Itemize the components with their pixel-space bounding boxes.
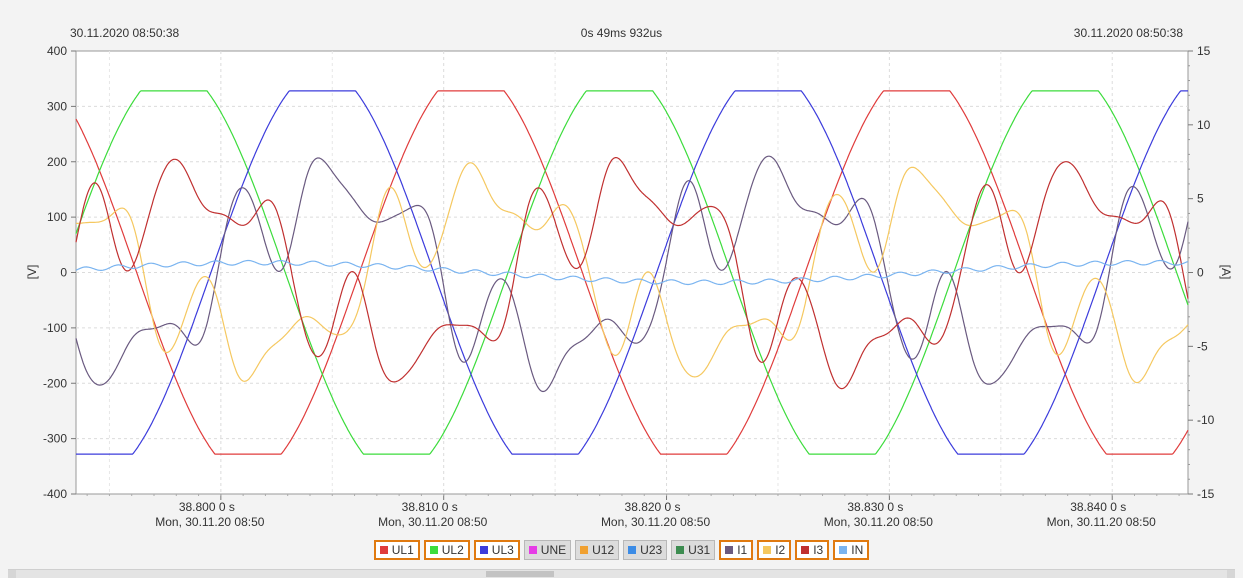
left-axis-label: [V]: [25, 265, 39, 280]
x-tick-date: Mon, 30.11.20 08:50: [824, 515, 934, 529]
left-tick-label: -300: [43, 432, 67, 446]
legend-swatch: [479, 546, 488, 554]
legend-item-u31[interactable]: U31: [671, 540, 716, 560]
legend-swatch: [763, 546, 772, 554]
legend-label: U31: [688, 543, 711, 557]
legend-label: UL3: [491, 543, 514, 557]
series-in-line: [75, 259, 1189, 286]
legend-swatch: [839, 546, 848, 554]
right-y-axis: 15 10 5 0 -5 -10 -15: [1188, 44, 1215, 501]
x-tick-date: Mon, 30.11.20 08:50: [378, 515, 488, 529]
x-tick-label: 38.800 0 s: [179, 500, 235, 514]
left-tick-label: -100: [43, 321, 67, 335]
left-tick-label: 400: [47, 44, 67, 58]
scroll-right-button[interactable]: [1227, 570, 1235, 578]
left-y-axis: 400 300 200 100 0 -100 -200 -300 -400: [43, 44, 76, 501]
legend-label: U23: [640, 543, 663, 557]
right-axis-label: [A]: [1219, 265, 1233, 280]
legend-item-une[interactable]: UNE: [523, 540, 572, 560]
x-tick-date: Mon, 30.11.20 08:50: [1047, 515, 1157, 529]
left-tick-label: -200: [43, 376, 67, 390]
scroll-thumb[interactable]: [486, 571, 554, 577]
legend: UL1 UL2 UL3 UNE U12 U23 U31 I1 I2 I3 IN: [0, 540, 1243, 560]
x-tick-label: 38.810 0 s: [402, 500, 458, 514]
legend-swatch: [676, 546, 685, 554]
legend-label: IN: [851, 543, 864, 557]
right-tick-label: 15: [1197, 44, 1211, 58]
legend-swatch: [528, 546, 537, 554]
legend-item-i3[interactable]: I3: [795, 540, 830, 560]
right-tick-label: 0: [1197, 266, 1204, 280]
series-i2-line: [75, 162, 1189, 384]
left-tick-label: 0: [60, 266, 67, 280]
legend-swatch: [628, 546, 637, 554]
legend-item-u23[interactable]: U23: [623, 540, 668, 560]
left-tick-label: 300: [47, 99, 67, 113]
legend-label: I1: [737, 543, 748, 557]
right-tick-label: -10: [1197, 413, 1215, 427]
series-i3-line: [75, 157, 1189, 390]
grid-lines: [76, 51, 1188, 494]
scroll-left-button[interactable]: [8, 570, 16, 578]
legend-item-u12[interactable]: U12: [575, 540, 620, 560]
x-tick-date: Mon, 30.11.20 08:50: [155, 515, 265, 529]
start-timestamp: 30.11.2020 08:50:38: [70, 26, 180, 40]
x-tick-label: 38.820 0 s: [625, 500, 681, 514]
legend-label: I3: [813, 543, 824, 557]
legend-item-i1[interactable]: I1: [719, 540, 754, 560]
legend-item-ul3[interactable]: UL3: [473, 540, 520, 560]
legend-swatch: [379, 546, 388, 554]
left-tick-label: -400: [43, 487, 67, 501]
x-tick-label: 38.840 0 s: [1070, 500, 1126, 514]
right-tick-label: -15: [1197, 487, 1215, 501]
left-tick-label: 100: [47, 210, 67, 224]
horizontal-scrollbar[interactable]: [8, 569, 1235, 578]
left-tick-label: 200: [47, 155, 67, 169]
legend-label: I2: [775, 543, 786, 557]
legend-swatch: [801, 546, 810, 554]
end-timestamp: 30.11.2020 08:50:38: [1073, 26, 1183, 40]
legend-item-i2[interactable]: I2: [757, 540, 792, 560]
legend-item-in[interactable]: IN: [833, 540, 870, 560]
x-tick-date: Mon, 30.11.20 08:50: [601, 515, 711, 529]
legend-label: UL1: [391, 543, 414, 557]
series-ul1-line: [75, 90, 1189, 455]
series-i1-line: [75, 155, 1189, 393]
legend-item-ul1[interactable]: UL1: [373, 540, 420, 560]
right-tick-label: -5: [1197, 339, 1208, 353]
legend-swatch: [580, 546, 589, 554]
legend-swatch: [725, 546, 734, 554]
legend-label: UNE: [540, 543, 567, 557]
right-tick-label: 5: [1197, 192, 1204, 206]
legend-label: U12: [592, 543, 615, 557]
x-tick-label: 38.830 0 s: [847, 500, 903, 514]
series-layer: [75, 90, 1189, 455]
right-tick-label: 10: [1197, 118, 1211, 132]
legend-item-ul2[interactable]: UL2: [423, 540, 470, 560]
time-span: 0s 49ms 932us: [580, 26, 663, 40]
legend-swatch: [429, 546, 438, 554]
legend-label: UL2: [441, 543, 464, 557]
